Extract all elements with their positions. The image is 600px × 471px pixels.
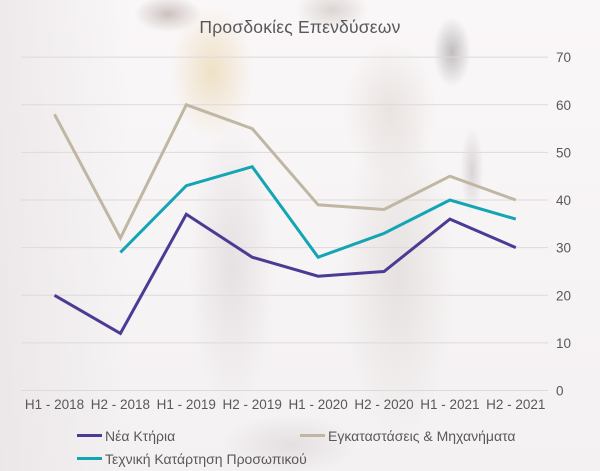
- legend-label: Τεχνική Κατάρτηση Προσωπικού: [105, 450, 307, 467]
- series-line-beige: [53, 102, 517, 242]
- x-tick-label-6: H2 - 2020: [354, 397, 413, 412]
- y-tick-label-60: 60: [556, 98, 571, 113]
- series-line-teal: [119, 164, 517, 259]
- legend-row-1: Νέα Κτήρια Εγκαταστάσεις & Μηχανήματα: [0, 424, 600, 447]
- series-line-purple: [53, 212, 517, 336]
- legend-swatch-icon: [300, 434, 325, 437]
- x-tick-label-5: H1 - 2020: [288, 397, 347, 412]
- x-tick-label-7: H1 - 2021: [420, 397, 479, 412]
- y-tick-label-0: 0: [556, 384, 564, 399]
- legend-row-2: Τεχνική Κατάρτηση Προσωπικού: [0, 447, 600, 470]
- legend-swatch-icon: [77, 434, 102, 437]
- x-tick-label-1: H1 - 2018: [25, 397, 84, 412]
- y-tick-label-40: 40: [556, 193, 571, 208]
- legend-swatch-icon: [77, 457, 102, 460]
- legend-label: Εγκαταστάσεις & Μηχανήματα: [328, 427, 516, 444]
- legend-item-beige: Εγκαταστάσεις & Μηχανήματα: [300, 424, 516, 447]
- x-tick-label-8: H2 - 2021: [486, 397, 545, 412]
- y-tick-label-20: 20: [556, 288, 571, 303]
- legend-item-teal: Τεχνική Κατάρτηση Προσωπικού: [77, 447, 307, 470]
- x-tick-label-2: H2 - 2018: [91, 397, 150, 412]
- y-tick-label-30: 30: [556, 241, 571, 256]
- chart-legend: Νέα Κτήρια Εγκαταστάσεις & Μηχανήματα Τεχ…: [0, 424, 600, 470]
- legend-label: Νέα Κτήρια: [105, 427, 176, 444]
- x-tick-label-3: H1 - 2019: [157, 397, 216, 412]
- y-tick-label-10: 10: [556, 336, 571, 351]
- y-tick-label-50: 50: [556, 145, 571, 160]
- chart-title: Προσδοκίες Επενδύσεων: [199, 17, 401, 37]
- y-tick-label-70: 70: [556, 50, 571, 65]
- x-tick-label-4: H2 - 2019: [223, 397, 282, 412]
- legend-item-purple: Νέα Κτήρια: [77, 424, 175, 447]
